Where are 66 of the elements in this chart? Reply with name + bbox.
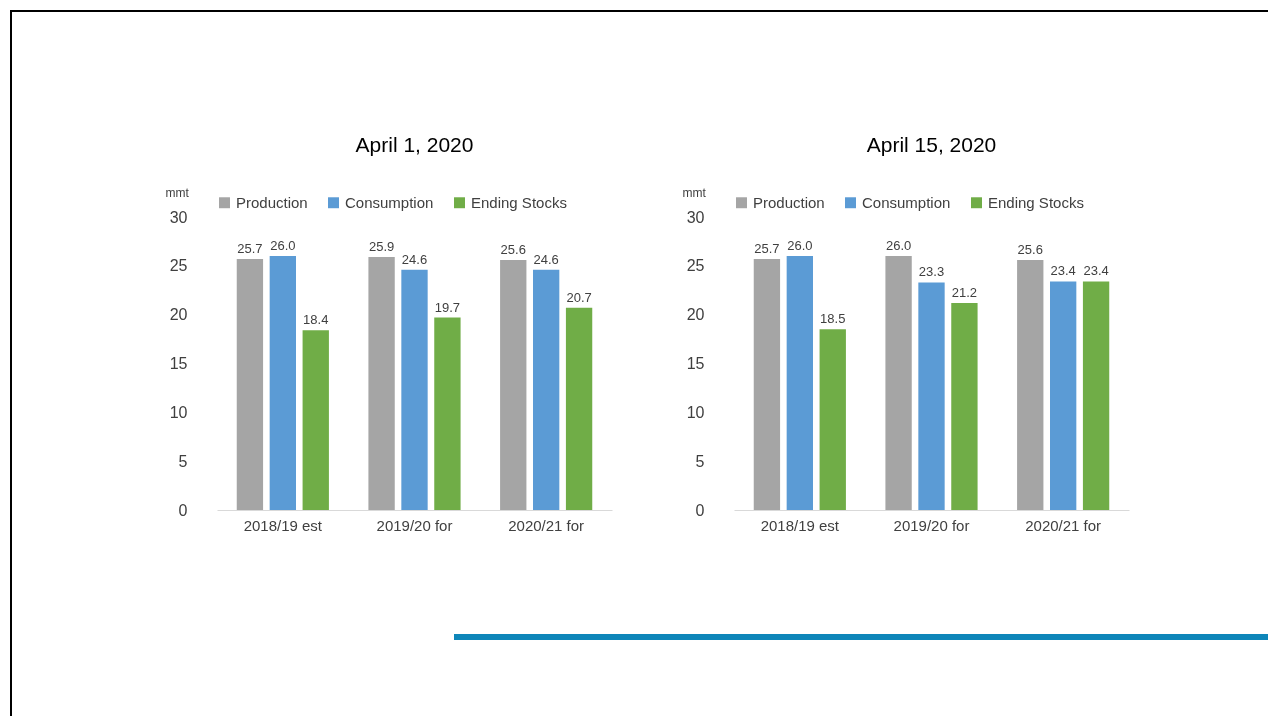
data-label: 23.4 [1050,263,1076,279]
y-tick-label: 30 [169,208,188,226]
y-tick-label: 20 [686,306,705,324]
x-tick-label: 2020/21 for [508,516,585,534]
legend-label: Ending Stocks [471,193,567,211]
bar [236,259,264,510]
x-tick-label: 2018/19 est [760,516,840,534]
data-label: 25.6 [1017,241,1043,257]
data-label: 18.4 [303,312,329,328]
bar [753,259,781,510]
bar [1050,281,1077,510]
y-tick-label: 15 [169,355,188,372]
legend-label: Ending Stocks [988,193,1084,211]
y-tick-label: 30 [686,208,705,226]
bar [500,259,527,510]
y-tick-label: 0 [695,501,705,519]
data-label: 26.0 [787,238,813,254]
bar [819,329,846,510]
bar [1082,281,1110,510]
y-tick-label: 10 [169,403,188,421]
y-axis-title: mmt [682,185,707,200]
y-tick-label: 10 [686,403,705,421]
bar [434,317,461,510]
x-tick-label: 2020/21 for [1025,516,1102,534]
bar [269,256,296,510]
data-label: 23.3 [918,264,945,280]
chart-title: April 15, 2020 [866,133,997,156]
y-tick-label: 5 [178,452,188,470]
legend-label: Consumption [345,193,434,211]
y-tick-label: 15 [686,355,705,372]
bar [401,269,428,510]
data-label: 21.2 [951,284,978,300]
y-tick-label: 0 [178,501,188,519]
data-label: 19.7 [434,299,461,315]
legend-label: Production [236,193,308,211]
data-label: 23.4 [1083,263,1109,279]
x-tick-label: 2019/20 for [376,516,453,534]
data-label: 20.7 [566,289,592,305]
data-label: 24.6 [533,251,559,267]
y-tick-label: 20 [169,306,188,324]
y-axis-title: mmt [165,185,190,200]
data-label: 26.0 [270,238,296,254]
bar [786,256,813,510]
x-tick-label: 2019/20 for [893,516,970,534]
legend-label: Consumption [862,193,951,211]
bar [368,257,395,510]
bar [1017,259,1044,510]
data-label: 25.7 [237,241,263,256]
data-label: 25.7 [754,241,780,256]
bar [302,330,329,510]
data-label: 25.9 [368,239,395,255]
bar [533,269,560,510]
chart-title: April 1, 2020 [355,133,474,156]
bar [918,282,945,510]
y-tick-label: 5 [695,452,705,470]
y-tick-label: 25 [169,257,188,275]
data-label: 24.6 [401,251,428,267]
bar [565,307,593,510]
x-tick-label: 2018/19 est [243,516,323,534]
data-label: 18.5 [820,311,846,327]
data-label: 25.6 [500,241,526,257]
data-label: 26.0 [885,238,912,254]
y-tick-label: 25 [686,257,705,275]
bar [885,256,912,510]
bar [951,302,978,510]
legend-label: Production [753,193,825,211]
